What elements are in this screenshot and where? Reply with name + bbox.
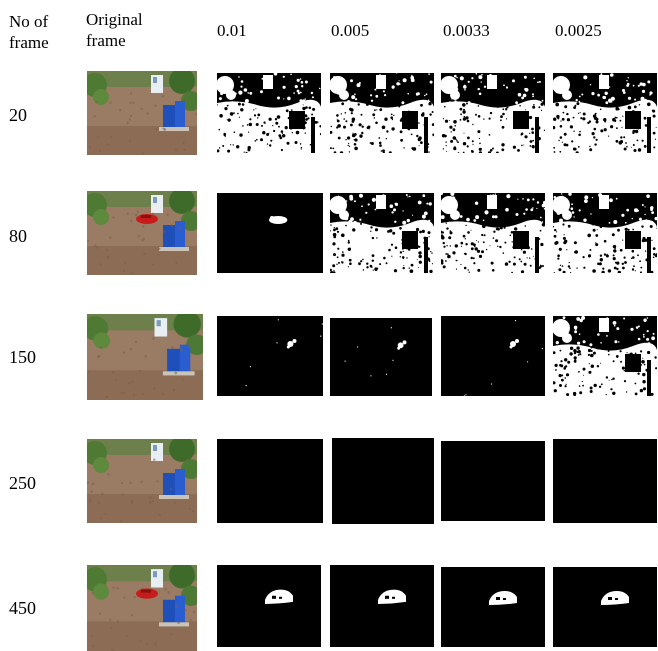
foreground-mask-image	[553, 193, 657, 273]
original-frame-image	[87, 71, 197, 155]
row-label-frame: 20	[9, 105, 27, 125]
foreground-mask-image	[441, 316, 545, 396]
foreground-mask-image	[553, 439, 657, 523]
header-param-1: 0.01	[217, 21, 247, 40]
foreground-mask-image	[441, 441, 545, 521]
row-label-frame: 450	[9, 598, 36, 618]
foreground-mask-image	[217, 193, 323, 273]
row-label-frame: 80	[9, 226, 27, 246]
foreground-mask-image	[441, 567, 545, 647]
foreground-mask-image	[330, 565, 434, 647]
header-original-frame: Original frame	[86, 10, 143, 50]
row-label-frame: 250	[9, 473, 36, 493]
foreground-mask-image	[330, 318, 432, 396]
foreground-mask-image	[330, 73, 434, 153]
header-param-4: 0.0025	[555, 21, 602, 40]
foreground-mask-image	[553, 73, 657, 153]
header-param-3: 0.0033	[443, 21, 490, 40]
foreground-mask-image	[217, 439, 323, 523]
header-no-of-frame: No of frame	[9, 12, 49, 52]
foreground-mask-image	[217, 565, 321, 647]
foreground-mask-image	[217, 73, 321, 153]
original-frame-image	[87, 565, 197, 651]
foreground-mask-image	[441, 73, 545, 153]
row-label-frame: 150	[9, 347, 36, 367]
foreground-mask-image	[217, 316, 323, 396]
original-frame-image	[87, 314, 203, 400]
foreground-mask-image	[330, 193, 434, 273]
header-param-2: 0.005	[331, 21, 370, 40]
original-frame-image	[87, 191, 197, 275]
foreground-mask-image	[553, 316, 657, 396]
original-frame-image	[87, 439, 197, 523]
foreground-mask-image	[441, 193, 545, 273]
foreground-mask-image	[332, 438, 434, 524]
foreground-mask-image	[553, 567, 657, 647]
